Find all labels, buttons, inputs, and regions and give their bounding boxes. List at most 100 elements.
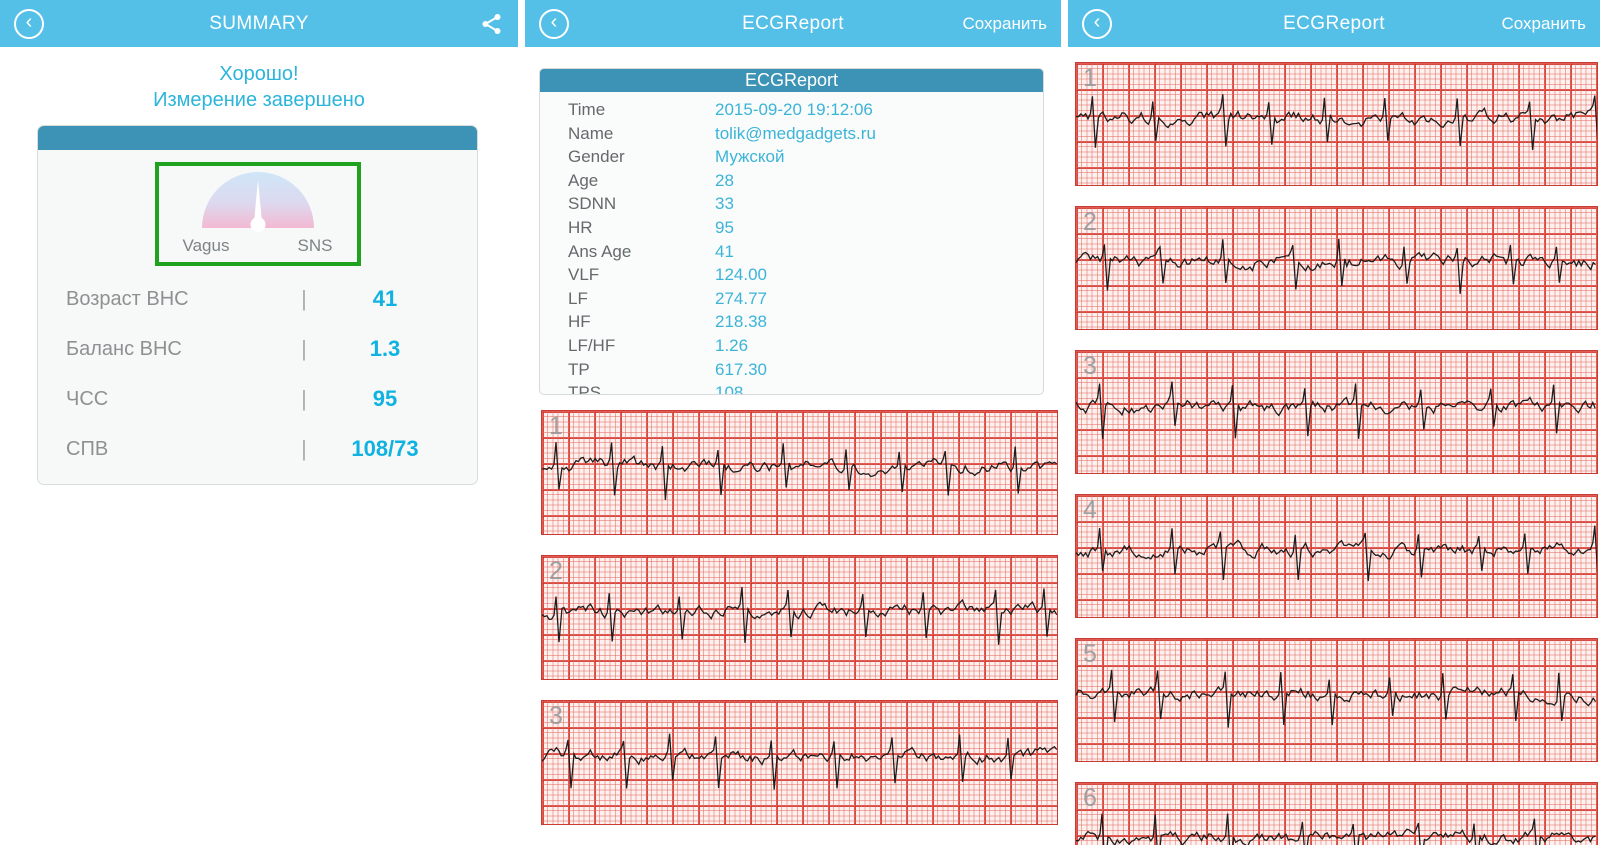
ecg-trace (542, 586, 1057, 645)
report-row-label: TPS (568, 383, 602, 395)
ecg-strip-number: 3 (549, 702, 563, 730)
summary-metric-row: СПВ | 108/73 (66, 424, 455, 474)
report-row-label: Ans Age (568, 241, 632, 261)
ecg-trace (542, 733, 1057, 790)
summary-metric-row: Баланс ВНС | 1.3 (66, 324, 455, 374)
report-row-value: 95 (715, 217, 734, 237)
ecg-strip-number: 2 (1083, 208, 1097, 236)
summary-screen: ‹ SUMMARY Хорошо! Измерение завершено (0, 0, 518, 845)
ecg-strip-number: 5 (1083, 640, 1097, 668)
back-button[interactable]: ‹ (14, 8, 44, 39)
back-chevron-icon: ‹ (25, 11, 33, 33)
metric-separator: | (301, 386, 307, 411)
report-row-label: Gender (568, 147, 625, 167)
report-row-label: TP (568, 359, 590, 379)
gauge-highlight-box: Vagus SNS (154, 162, 361, 266)
ecg-strip: 1 (541, 410, 1058, 535)
status-line-2: Измерение завершено (153, 89, 365, 111)
summary-card-header-bar (38, 126, 477, 150)
ecg-strip-number: 1 (549, 412, 563, 440)
ecg-strip: 1 (1075, 62, 1598, 186)
ecg-strip: 2 (541, 555, 1058, 680)
summary-appbar: ‹ SUMMARY (0, 0, 518, 47)
report-table-row: Name tolik@medgadgets.ru (540, 122, 1043, 146)
ecg-strip-number: 3 (1083, 352, 1097, 380)
report-row-label: Time (568, 100, 606, 119)
ecg-strip: 2 (1075, 206, 1598, 330)
back-chevron-icon: ‹ (550, 11, 558, 33)
ecg-report-screen-2: ‹ ECGReport Сохранить 1 2 3 4 5 6 (1068, 0, 1600, 845)
ecg-report-screen-1: ‹ ECGReport Сохранить ECGReport Time 201… (525, 0, 1061, 845)
page-title: ECGReport (742, 12, 844, 34)
ecg-strip-number: 2 (549, 557, 563, 585)
metric-value: 41 (372, 286, 398, 311)
ecg-strip-number: 1 (1083, 64, 1097, 92)
report-row-label: HR (568, 217, 593, 237)
report-rows: Time 2015-09-20 19:12:06 Name tolik@medg… (540, 92, 1043, 395)
report-row-value: 1.26 (715, 335, 749, 355)
ecg-trace (1076, 94, 1597, 151)
ecg-strip-number: 4 (1083, 496, 1097, 524)
ecg-trace (1076, 813, 1596, 845)
report-row-label: LF/HF (568, 335, 616, 355)
report-table-row: HR 95 (540, 216, 1043, 240)
report-row-label: Name (568, 123, 614, 143)
summary-metric-row: ЧСС | 95 (66, 374, 455, 424)
metric-value: 95 (372, 386, 398, 411)
metric-label: ЧСС (66, 387, 109, 410)
ecg-strip: 4 (1075, 494, 1598, 618)
back-button[interactable]: ‹ (539, 8, 569, 39)
report-row-value: 33 (715, 194, 734, 214)
measurement-status: Хорошо! Измерение завершено (0, 61, 518, 113)
save-button[interactable]: Сохранить (962, 13, 1047, 33)
report-row-value: 28 (715, 170, 734, 190)
share-icon[interactable] (480, 12, 504, 36)
report-row-value: 617.30 (715, 359, 767, 379)
report-row-value: 218.38 (715, 312, 767, 332)
report-row-value: 2015-09-20 19:12:06 (715, 100, 873, 119)
report-row-value: Мужской (715, 147, 785, 167)
back-button[interactable]: ‹ (1082, 8, 1112, 39)
ecg-trace (1076, 381, 1596, 440)
ecg-strip-number: 6 (1083, 784, 1097, 812)
metric-value: 1.3 (369, 336, 401, 361)
metric-separator: | (301, 336, 307, 361)
report-row-value: 274.77 (715, 288, 767, 308)
summary-metrics-list: Возраст ВНС | 41 Баланс ВНС | 1.3 ЧСС | … (38, 270, 477, 484)
report-row-label: Age (568, 170, 599, 190)
report-row-value: tolik@medgadgets.ru (715, 123, 876, 143)
gauge-label-vagus: Vagus (182, 236, 230, 255)
vns-balance-gauge (201, 172, 314, 232)
ecg-strip: 3 (1075, 350, 1598, 474)
report-table-row: Time 2015-09-20 19:12:06 (540, 98, 1043, 122)
ecg-trace (1076, 669, 1597, 728)
report-table-row: HF 218.38 (540, 310, 1043, 334)
page-title: SUMMARY (209, 12, 309, 34)
ecgreport-appbar-2: ‹ ECGReport Сохранить (1068, 0, 1600, 47)
report-table-row: LF/HF 1.26 (540, 334, 1043, 358)
gauge-hub-icon (250, 217, 265, 232)
metric-label: Баланс ВНС (66, 337, 182, 360)
gauge-needle-icon (253, 180, 262, 222)
ecg-strips-right: 1 2 3 4 5 6 (1075, 62, 1600, 845)
ecg-trace (542, 442, 1057, 501)
metric-label: Возраст ВНС (66, 287, 189, 310)
ecg-trace (1076, 525, 1597, 582)
report-table-row: TP 617.30 (540, 358, 1043, 382)
back-chevron-icon: ‹ (1093, 11, 1101, 33)
report-row-label: HF (568, 312, 591, 332)
metric-label: СПВ (66, 437, 109, 460)
ecg-strip: 3 (541, 700, 1058, 825)
report-row-value: 108 (715, 383, 744, 395)
ecg-trace (1076, 238, 1597, 294)
ecg-strips-middle: 1 2 3 (541, 410, 1061, 845)
metric-separator: | (301, 286, 307, 311)
report-row-label: VLF (568, 265, 600, 285)
report-table-row: SDNN 33 (540, 192, 1043, 216)
save-button[interactable]: Сохранить (1501, 13, 1586, 33)
ecg-strip: 5 (1075, 638, 1598, 762)
summary-metric-row: Возраст ВНС | 41 (66, 274, 455, 324)
report-table-row: LF 274.77 (540, 287, 1043, 311)
report-table-row: Gender Мужской (540, 145, 1043, 169)
page-title: ECGReport (1283, 12, 1385, 34)
